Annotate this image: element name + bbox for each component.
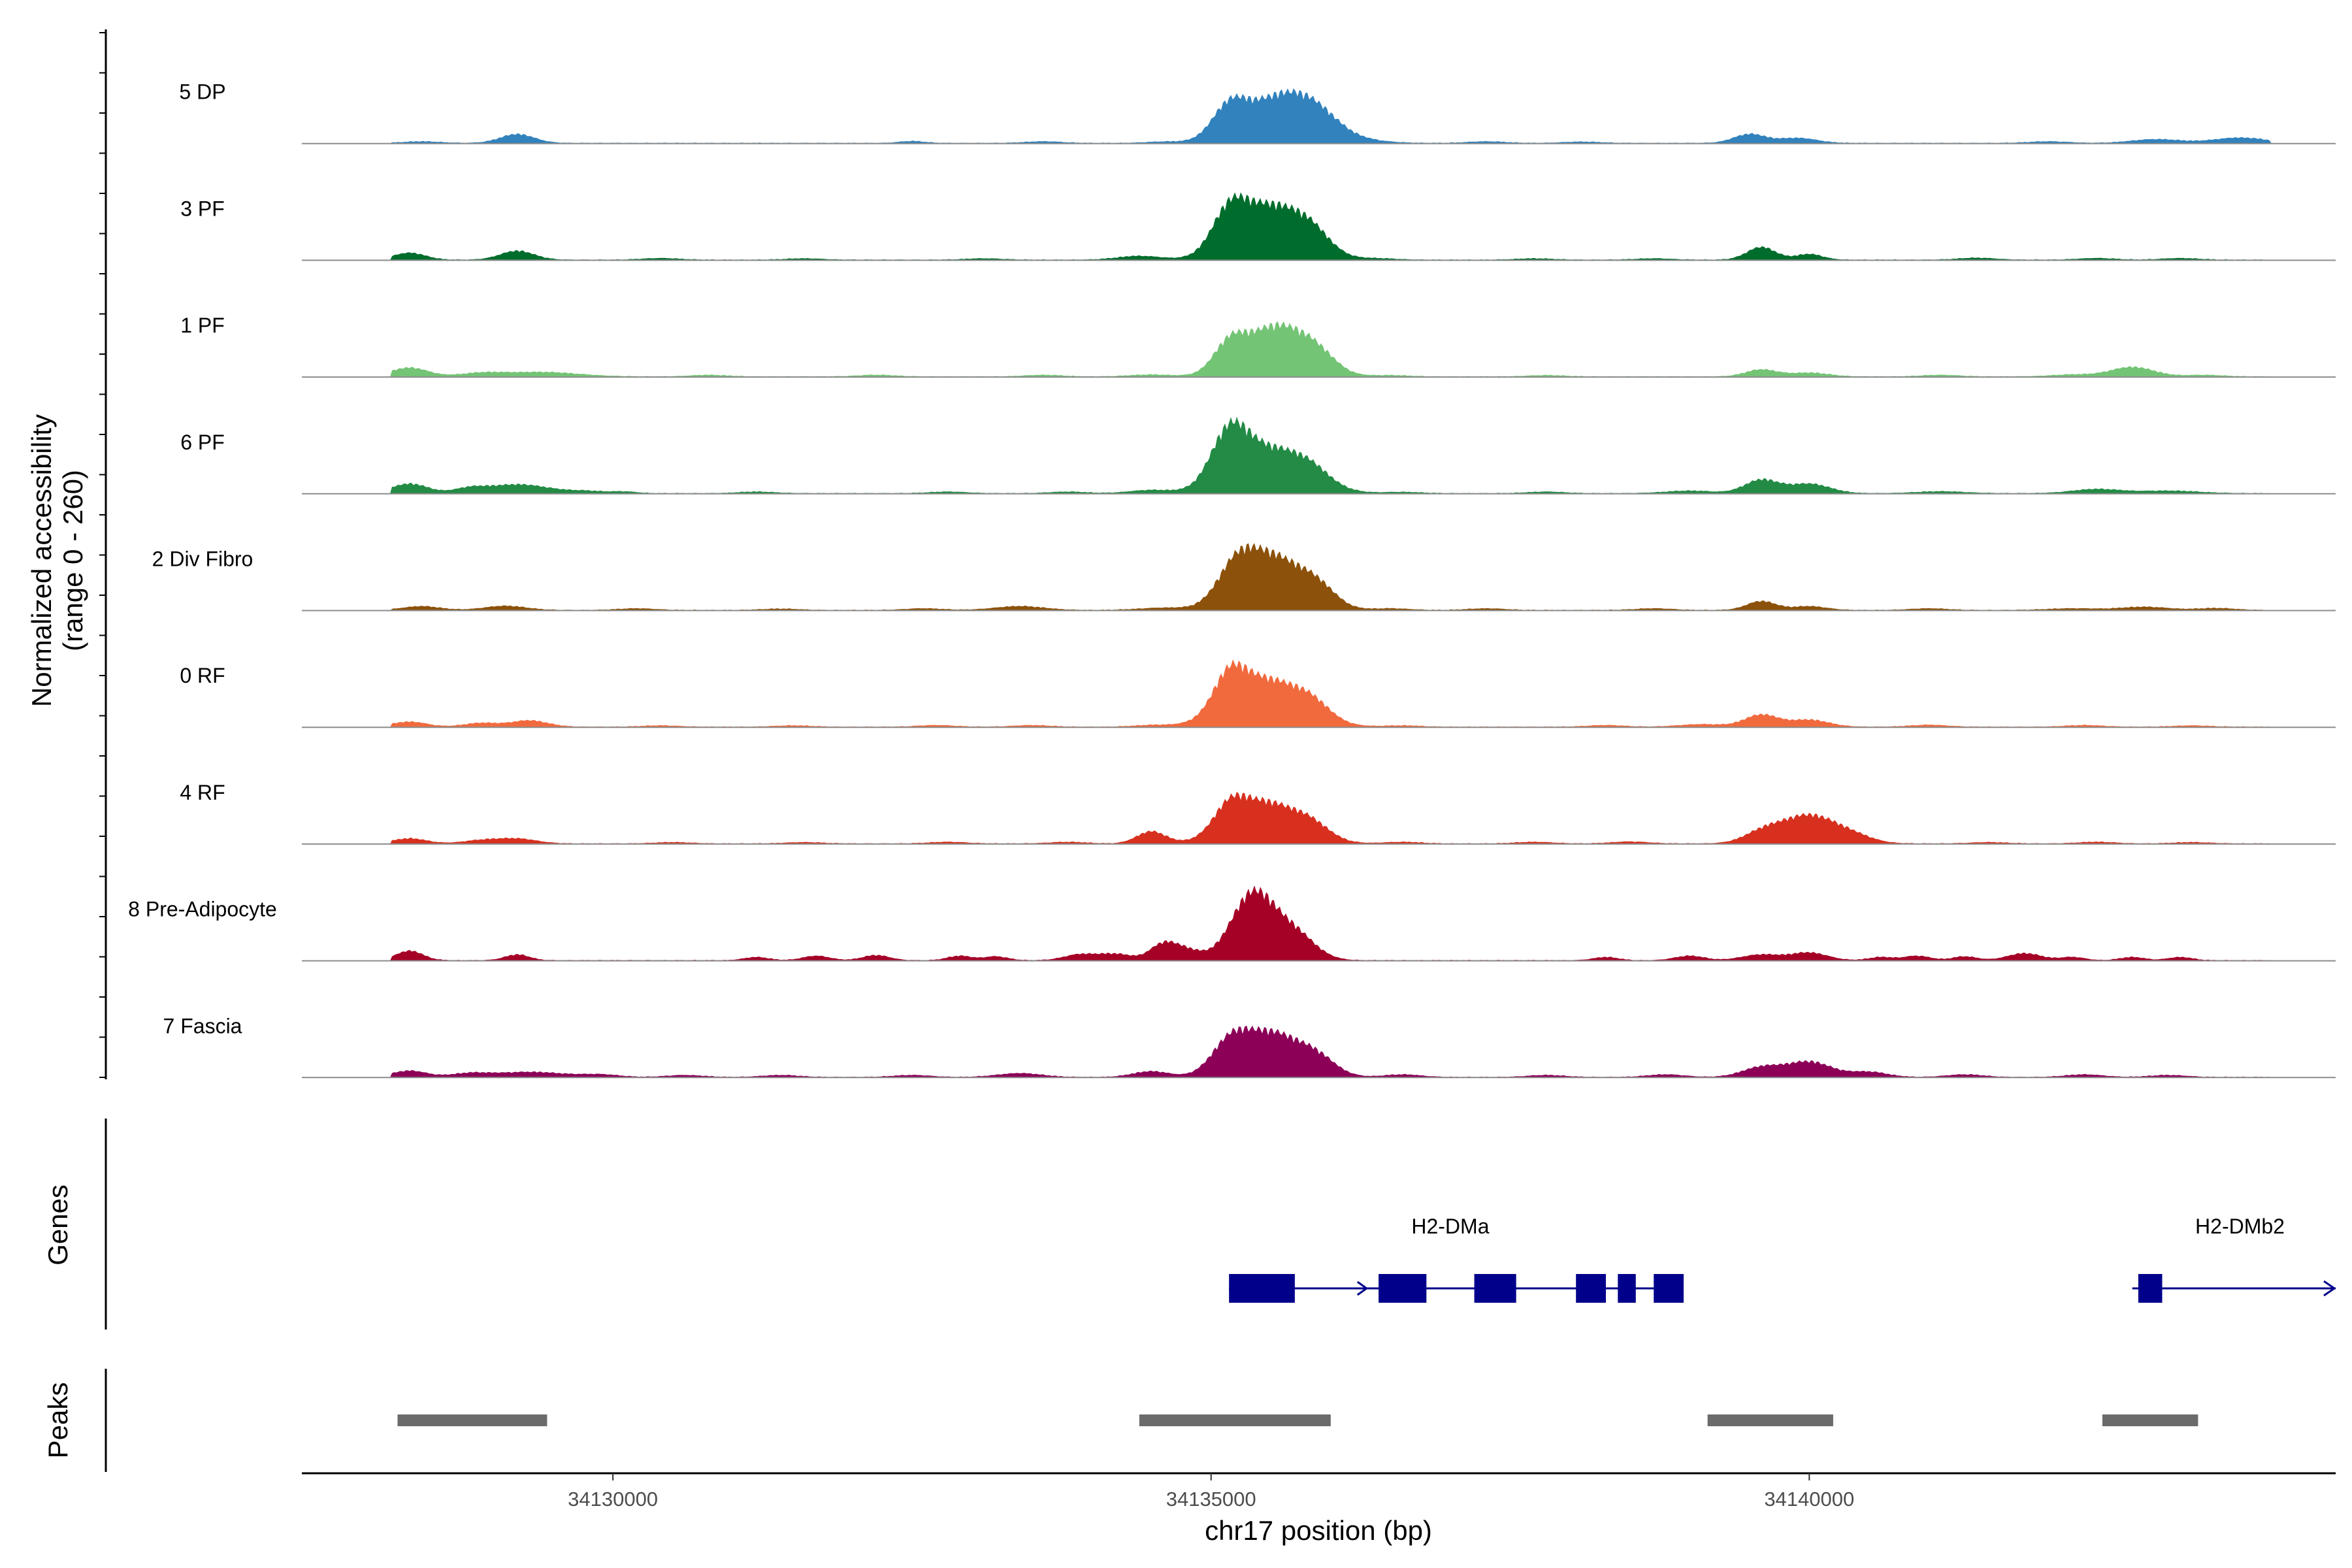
y-axis-title-range: (range 0 - 260): [57, 470, 88, 651]
peaks-panel-label: Peaks: [42, 1382, 73, 1459]
gene-exon: [2138, 1274, 2163, 1303]
gene-track: H2-DMa H2-DMb2: [1229, 1215, 2336, 1303]
gene-label: H2-DMa: [1411, 1215, 1489, 1238]
track-label: 3 PF: [180, 197, 225, 220]
coverage-area: [302, 659, 2336, 728]
gene-h2-dmb2: H2-DMb2: [2132, 1215, 2336, 1303]
track-label: 4 RF: [180, 781, 225, 804]
track-1-pf: 1 PF: [180, 314, 2336, 378]
gene-label: H2-DMb2: [2195, 1215, 2285, 1238]
coverage-area: [302, 1025, 2336, 1078]
gene-exon: [1379, 1274, 1427, 1303]
peak-region: [397, 1414, 547, 1426]
gene-exon: [1229, 1274, 1295, 1303]
strand-arrow-icon: [1667, 1280, 1680, 1297]
x-axis-title: chr17 position (bp): [1205, 1515, 1432, 1546]
coverage-area: [302, 791, 2336, 844]
x-tick-label: 34135000: [1166, 1488, 1256, 1511]
track-label: 2 Div Fibro: [152, 547, 253, 571]
gene-h2-dma: H2-DMa: [1229, 1215, 1684, 1303]
x-axis-ticks: 34130000 34135000 34140000: [568, 1473, 1854, 1511]
y-axis-title: Normalized accessibility: [26, 414, 57, 707]
track-label: 8 Pre-Adipocyte: [128, 898, 277, 921]
peak-region: [2102, 1414, 2198, 1426]
track-6-pf: 6 PF: [180, 416, 2336, 495]
coverage-area: [302, 885, 2336, 961]
track-7-fascia: 7 Fascia: [163, 1014, 2336, 1079]
gene-exon: [1576, 1274, 1606, 1303]
track-4-rf: 4 RF: [180, 781, 2336, 845]
coverage-area: [302, 192, 2336, 261]
x-tick-label: 34140000: [1764, 1488, 1854, 1511]
coverage-area: [302, 88, 2336, 144]
track-label: 0 RF: [180, 664, 225, 687]
strand-arrow-icon: [2323, 1280, 2336, 1297]
coverage-tracks: 5 DP 3 PF 1 PF 6 PF 2 Div Fibro 0 RF 4 RF 8 Pre…: [128, 80, 2336, 1079]
track-8-pre-adipocyte: 8 Pre-Adipocyte: [128, 885, 2336, 962]
track-3-pf: 3 PF: [180, 192, 2336, 261]
track-label: 1 PF: [180, 314, 225, 337]
gene-exon: [1474, 1274, 1516, 1303]
track-label: 7 Fascia: [163, 1014, 242, 1037]
strand-arrow-icon: [1356, 1281, 1369, 1296]
track-2-div-fibro: 2 Div Fibro: [152, 543, 2336, 612]
peak-region: [1707, 1414, 1833, 1426]
track-0-rf: 0 RF: [180, 659, 2336, 728]
gene-exon: [1618, 1274, 1636, 1303]
coverage-area: [302, 321, 2336, 378]
track-label: 6 PF: [180, 431, 225, 454]
track-label: 5 DP: [179, 80, 225, 104]
coverage-y-ticks: [99, 32, 106, 1078]
genes-panel-label: Genes: [42, 1184, 73, 1266]
track-5-dp: 5 DP: [179, 80, 2336, 144]
x-tick-label: 34130000: [568, 1488, 658, 1511]
peak-track: [397, 1414, 2198, 1426]
coverage-area: [302, 543, 2336, 611]
peak-region: [1139, 1414, 1331, 1426]
coverage-area: [302, 416, 2336, 494]
